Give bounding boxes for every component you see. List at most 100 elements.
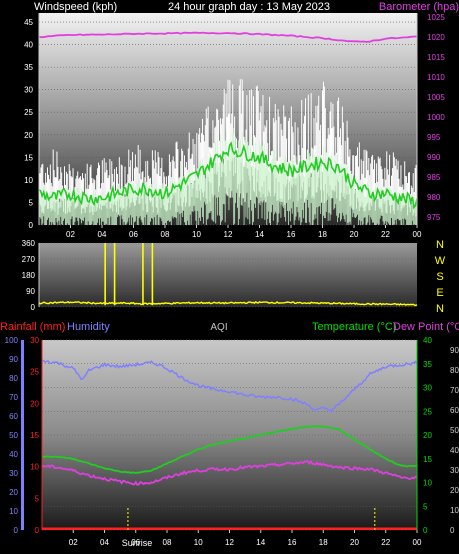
climate-x-tick-label: 14 xyxy=(256,538,265,547)
direction-tick-label: 90 xyxy=(26,287,35,296)
climate-x-tick-label: 18 xyxy=(319,538,328,547)
direction-grid xyxy=(39,242,417,308)
humidity-tick-label: 90 xyxy=(9,355,18,364)
wind-x-tick-label: 16 xyxy=(287,230,296,239)
rainfall-label: Rainfall (mm) xyxy=(0,321,65,333)
wind-x-tick-label: 10 xyxy=(192,230,201,239)
rainfall-tick-label: 10 xyxy=(30,463,39,472)
wind-tick-label: 5 xyxy=(29,198,34,207)
temperature-tick-label: 20 xyxy=(423,431,432,440)
dewpoint-label: Dew Point (°C) xyxy=(393,321,459,333)
direction-tick-label: 270 xyxy=(22,255,36,264)
climate-x-tick-label: 20 xyxy=(350,538,359,547)
baro-tick-label: 975 xyxy=(427,213,441,222)
temperature-tick-label: 5 xyxy=(423,502,428,511)
temperature-tick-label: 35 xyxy=(423,360,432,369)
sunrise-label: Sunrise xyxy=(122,538,153,548)
temperature-tick-label: 10 xyxy=(423,479,432,488)
wind-x-tick-label: 00 xyxy=(413,230,422,239)
wind-tick-label: 30 xyxy=(24,86,33,95)
barometer-axis: 975 980 985 990 995 1000 1005 1010 1015 1020 1025 xyxy=(416,13,445,225)
compass-label: W xyxy=(435,255,446,267)
humidity-tick-label: 100 xyxy=(5,336,19,345)
temperature-label: Temperature (°C) xyxy=(312,321,396,333)
wind-tick-label: 20 xyxy=(24,131,33,140)
baro-tick-label: 995 xyxy=(427,133,441,142)
humidity-tick-label: 20 xyxy=(9,488,18,497)
rainfall-tick-label: 15 xyxy=(30,431,39,440)
aqi-tick-label: 60 xyxy=(450,406,459,415)
wind-x-tick-label: 02 xyxy=(66,230,75,239)
baro-tick-label: 1025 xyxy=(427,13,445,22)
rainfall-tick-label: 25 xyxy=(30,368,39,377)
wind-x-tick-label: 04 xyxy=(98,230,107,239)
baro-tick-label: 1005 xyxy=(427,93,445,102)
wind-series xyxy=(38,31,418,210)
wind-tick-label: 35 xyxy=(24,63,33,72)
aqi-tick-label: 10 xyxy=(450,506,459,515)
aqi-tick-label: 0 xyxy=(450,526,455,535)
aqi-tick-label: 90 xyxy=(450,346,459,355)
barometer-line xyxy=(38,31,418,43)
wind-tick-label: 10 xyxy=(24,176,33,185)
windspeed-label: Windspeed (kph) xyxy=(34,1,117,13)
compass-label: E xyxy=(436,287,443,299)
dewpoint-line xyxy=(42,459,418,486)
humidity-tick-label: 0 xyxy=(14,526,19,535)
wind-tick-label: 15 xyxy=(24,153,33,162)
humidity-tick-label: 40 xyxy=(9,450,18,459)
wind-x-tick-label: 06 xyxy=(129,230,138,239)
aqi-tick-label: 30 xyxy=(450,466,459,475)
temperature-line xyxy=(41,425,418,475)
wind-x-tick-label: 18 xyxy=(318,230,327,239)
humidity-line xyxy=(41,359,418,414)
climate-x-tick-label: 02 xyxy=(69,538,78,547)
baro-tick-label: 990 xyxy=(427,153,441,162)
compass-label: N xyxy=(436,303,444,315)
average-wind-line xyxy=(38,141,418,210)
direction-axis: 0 90 180 270 360 xyxy=(22,239,40,312)
temperature-tick-label: 25 xyxy=(423,407,432,416)
aqi-tick-label: 70 xyxy=(450,386,459,395)
baro-tick-label: 1010 xyxy=(427,73,445,82)
aqi-tick-label: 50 xyxy=(450,426,459,435)
compass-label: S xyxy=(436,271,443,283)
wind-tick-label: 0 xyxy=(29,221,34,230)
aqi-tick-label: 20 xyxy=(450,486,459,495)
humidity-tick-label: 50 xyxy=(9,431,18,440)
direction-tick-label: 0 xyxy=(31,303,36,312)
wind-tick-label: 40 xyxy=(24,41,33,50)
baro-tick-label: 980 xyxy=(427,193,441,202)
rainfall-tick-label: 20 xyxy=(30,399,39,408)
aqi-tick-label: 40 xyxy=(450,446,459,455)
climate-x-axis: 02 04 06 08 10 12 14 16 18 20 22 00 xyxy=(69,530,422,547)
baro-tick-label: 1015 xyxy=(427,53,445,62)
humidity-tick-label: 60 xyxy=(9,412,18,421)
baro-tick-label: 985 xyxy=(427,173,441,182)
barometer-label: Barometer (hpa) xyxy=(379,1,459,13)
climate-x-tick-label: 08 xyxy=(163,538,172,547)
climate-series xyxy=(41,359,418,530)
humidity-tick-label: 80 xyxy=(9,374,18,383)
humidity-tick-label: 30 xyxy=(9,469,18,478)
direction-line xyxy=(38,300,418,307)
direction-tick-label: 360 xyxy=(22,239,36,248)
direction-series xyxy=(38,243,418,307)
humidity-axis-bar xyxy=(21,340,24,530)
rainfall-tick-label: 5 xyxy=(35,494,40,503)
aqi-label: AQI xyxy=(210,322,227,333)
wind-tick-label: 45 xyxy=(24,18,33,27)
wind-x-axis: 02 04 06 08 10 12 14 16 18 20 22 00 xyxy=(66,225,422,239)
climate-x-tick-label: 04 xyxy=(100,538,109,547)
temperature-tick-label: 30 xyxy=(423,384,432,393)
temperature-tick-label: 40 xyxy=(423,336,432,345)
wind-x-tick-label: 12 xyxy=(224,230,233,239)
aqi-tick-label: 80 xyxy=(450,366,459,375)
climate-x-tick-label: 10 xyxy=(194,538,203,547)
climate-x-tick-label: 06 xyxy=(131,538,140,547)
wind-x-tick-label: 08 xyxy=(161,230,170,239)
baro-tick-label: 1020 xyxy=(427,33,445,42)
wind-tick-label: 25 xyxy=(24,108,33,117)
